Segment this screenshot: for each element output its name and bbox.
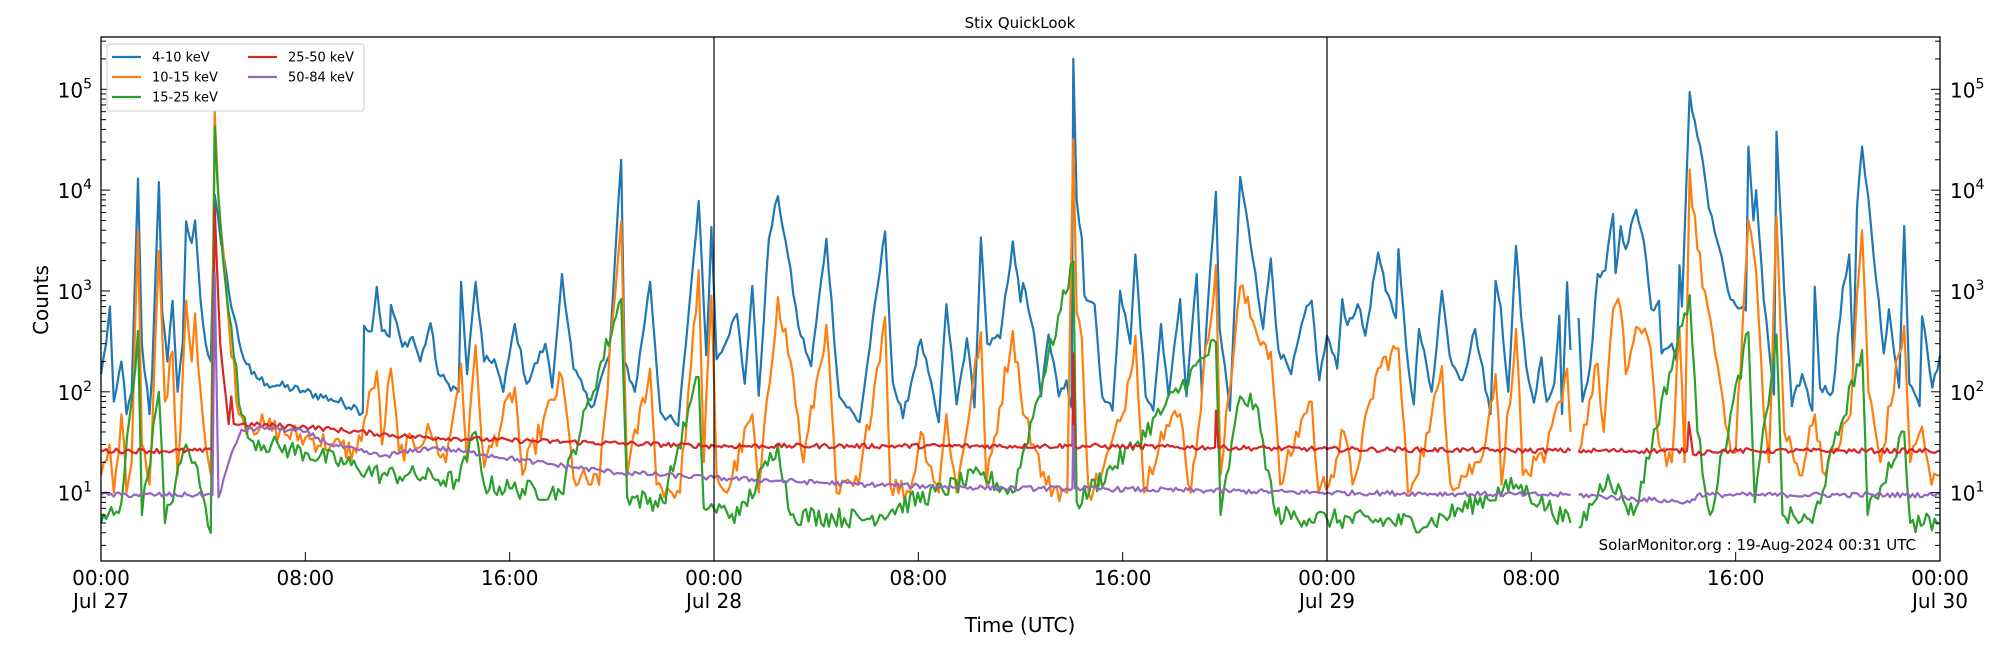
- x-tick-date-label: Jul 27: [71, 589, 129, 613]
- plot-area: [99, 57, 1942, 534]
- x-tick-label: 00:00: [685, 566, 743, 590]
- x-tick-label: 08:00: [890, 566, 948, 590]
- y-tick-label-right: 101: [1950, 480, 1984, 506]
- series-line-15-25-kev: [99, 125, 1941, 534]
- series-line-25-50-kev: [100, 206, 1941, 457]
- x-axis-label: Time (UTC): [964, 613, 1076, 637]
- y-tick-label-right: 105: [1950, 76, 1984, 102]
- y-tick-label: 104: [58, 177, 92, 203]
- day-boundary-lines: [713, 37, 1328, 561]
- x-tick-label: 08:00: [1503, 566, 1561, 590]
- x-tick-label: 00:00: [72, 566, 130, 590]
- legend-label: 50-84 keV: [288, 71, 354, 86]
- x-tick-label: 16:00: [481, 566, 539, 590]
- y-tick-label-right: 103: [1950, 278, 1984, 304]
- y-tick-label: 101: [58, 480, 92, 506]
- y-tick-label-right: 104: [1950, 177, 1984, 203]
- legend-label: 4-10 keV: [152, 51, 210, 66]
- legend-label: 10-15 keV: [152, 71, 218, 86]
- legend-item: 25-50 keV: [248, 51, 354, 66]
- x-tick-label: 00:00: [1911, 566, 1969, 590]
- legend-label: 15-25 keV: [152, 91, 218, 106]
- y-tick-label: 105: [58, 76, 92, 102]
- x-tick-label: 16:00: [1094, 566, 1152, 590]
- series-line-10-15-kev: [99, 110, 1941, 503]
- x-tick-label: 00:00: [1298, 566, 1356, 590]
- legend-item: 4-10 keV: [112, 51, 210, 66]
- x-tick-date-label: Jul 30: [1910, 589, 1968, 613]
- x-tick-date-label: Jul 28: [684, 589, 742, 613]
- y-axis: 101 101 102 102 103 103 104 104 105 105: [58, 40, 1984, 546]
- x-tick-label: 16:00: [1707, 566, 1765, 590]
- legend-item: 15-25 keV: [112, 91, 218, 106]
- x-tick-date-label: Jul 29: [1297, 589, 1355, 613]
- y-tick-label: 103: [58, 278, 92, 304]
- plot-frame: [100, 36, 1941, 562]
- y-axis-label: Counts: [29, 265, 53, 335]
- legend-item: 50-84 keV: [248, 71, 354, 86]
- legend: 4-10 keV 10-15 keV 15-25 keV 25-50 keV 50-84…: [106, 43, 365, 112]
- legend-label: 25-50 keV: [288, 51, 354, 66]
- y-tick-label: 102: [58, 379, 92, 405]
- x-tick-label: 08:00: [277, 566, 335, 590]
- watermark-annotation: SolarMonitor.org : 19-Aug-2024 00:31 UTC: [1599, 536, 1916, 554]
- series-line-4-10-kev: [99, 57, 1942, 427]
- legend-item: 10-15 keV: [112, 71, 218, 86]
- legend-box: [106, 43, 365, 112]
- y-tick-label-right: 102: [1950, 379, 1984, 405]
- chart-title: Stix QuickLook: [965, 14, 1076, 32]
